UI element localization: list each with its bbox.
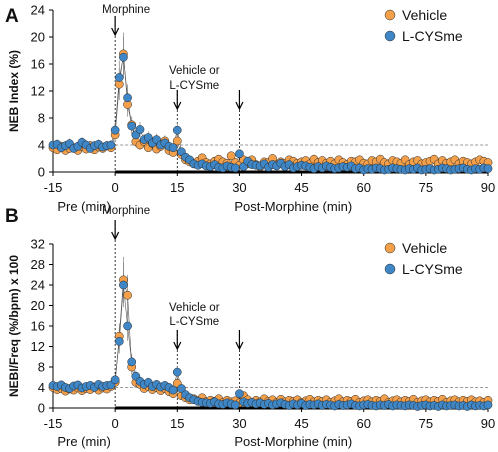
series-line-vehicle — [52, 53, 489, 167]
data-point-vehicle — [226, 151, 236, 161]
data-point-lcysme — [483, 164, 493, 173]
data-point-vehicle — [172, 136, 182, 146]
data-point-lcysme — [168, 143, 178, 153]
data-point-lcysme — [114, 73, 124, 82]
data-point-lcysme — [127, 121, 137, 131]
data-point-lcysme — [119, 52, 128, 62]
data-point-lcysme — [127, 357, 137, 367]
data-point-lcysme — [230, 400, 240, 410]
x-tick-label: 15 — [170, 180, 184, 195]
y-tick-label: 12 — [31, 339, 45, 354]
y-tick-label: 20 — [31, 30, 45, 45]
legend-marker-vehicle — [384, 242, 396, 254]
morphine-marker-arrowhead — [111, 27, 120, 37]
morphine-annotation: Morphine — [102, 4, 150, 16]
treatment-annotation-line1: Vehicle or — [169, 302, 220, 314]
y-tick-label: 16 — [31, 319, 45, 334]
data-point-lcysme — [106, 140, 116, 150]
x-tick-label: 30 — [232, 180, 246, 195]
legend-label-lcysme: L-CYSme — [402, 28, 463, 44]
x-axis-label-pre: Pre (min) — [57, 199, 110, 214]
y-tick-label: 20 — [31, 298, 45, 313]
legend-marker-lcysme — [384, 30, 396, 42]
data-point-lcysme — [177, 384, 186, 393]
data-point-lcysme — [123, 93, 132, 103]
y-tick-label: 4 — [38, 380, 45, 395]
y-tick-label: 0 — [38, 165, 45, 180]
panel-letter: B — [5, 206, 19, 227]
x-tick-label: 90 — [481, 180, 495, 195]
legend-marker-lcysme — [384, 263, 396, 275]
data-point-lcysme — [110, 125, 120, 135]
y-tick-label: 8 — [38, 360, 45, 375]
y-tick-label: 4 — [38, 138, 45, 153]
legend-label-vehicle: Vehicle — [402, 240, 447, 256]
x-tick-label: 15 — [170, 416, 184, 431]
x-tick-label: 90 — [481, 416, 495, 431]
x-tick-label: 45 — [294, 416, 308, 431]
data-point-lcysme — [135, 125, 145, 134]
morphine-marker-arrowhead — [111, 231, 120, 241]
legend-marker-vehicle — [384, 9, 396, 21]
x-tick-label: 45 — [294, 180, 308, 195]
treatment-marker-30-arrowhead — [235, 101, 244, 111]
treatment-annotation-line2: L-CYSme — [169, 316, 219, 328]
y-tick-label: 16 — [31, 57, 45, 72]
treatment-marker-30-arrowhead — [235, 341, 244, 351]
data-point-lcysme — [168, 385, 178, 395]
x-tick-label: 30 — [232, 416, 246, 431]
data-point-lcysme — [119, 280, 128, 290]
morphine-annotation: Morphine — [102, 205, 150, 217]
x-tick-label: 75 — [419, 180, 433, 195]
legend-label-vehicle: Vehicle — [402, 7, 447, 23]
data-point-lcysme — [123, 321, 132, 331]
y-tick-label: 24 — [31, 3, 45, 18]
x-tick-label: -15 — [44, 416, 63, 431]
x-tick-label: 0 — [112, 180, 119, 195]
y-tick-label: 12 — [31, 84, 45, 99]
data-point-lcysme — [235, 389, 244, 398]
treatment-marker-15-arrowhead — [173, 101, 182, 111]
data-point-lcysme — [235, 149, 244, 159]
y-tick-label: 8 — [38, 111, 45, 126]
data-point-lcysme — [483, 400, 493, 410]
legend-label-lcysme: L-CYSme — [402, 261, 463, 277]
y-axis-label: NEB Index (%) — [7, 50, 21, 132]
treatment-annotation-line2: L-CYSme — [169, 80, 219, 92]
treatment-marker-15-arrowhead — [173, 341, 182, 351]
data-point-vehicle — [123, 290, 132, 300]
y-tick-label: 0 — [38, 401, 45, 416]
data-point-lcysme — [114, 337, 124, 346]
data-point-lcysme — [230, 163, 240, 173]
panel-letter: A — [5, 6, 19, 27]
y-axis-label: NEBI/Freq (%/bpm) x 100 — [7, 255, 21, 397]
data-point-lcysme — [110, 375, 120, 385]
x-axis-label-post: Post-Morphine (min) — [234, 199, 352, 214]
x-tick-label: -15 — [44, 180, 63, 195]
y-tick-label: 32 — [31, 237, 45, 252]
y-tick-label: 28 — [31, 257, 45, 272]
x-tick-label: 75 — [419, 416, 433, 431]
treatment-annotation-line1: Vehicle or — [169, 65, 220, 77]
data-point-lcysme — [172, 367, 182, 377]
x-axis-label-pre: Pre (min) — [57, 434, 110, 449]
y-tick-label: 24 — [31, 278, 45, 293]
x-tick-label: 0 — [112, 416, 119, 431]
x-tick-label: 60 — [356, 180, 370, 195]
x-tick-label: 60 — [356, 416, 370, 431]
x-axis-label-post: Post-Morphine (min) — [234, 434, 352, 449]
data-point-lcysme — [172, 125, 182, 135]
